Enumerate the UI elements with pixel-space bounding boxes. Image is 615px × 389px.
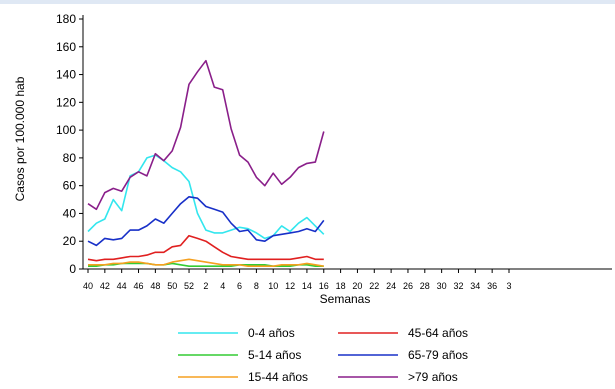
x-tick-label: 3: [506, 281, 511, 291]
y-tick-label: 80: [63, 151, 77, 165]
x-tick-label: 24: [386, 281, 396, 291]
x-tick-label: 4: [220, 281, 225, 291]
x-tick-label: 14: [302, 281, 312, 291]
x-tick-label: 30: [437, 281, 447, 291]
x-tick-label: 18: [336, 281, 346, 291]
legend-label: 0-4 años: [248, 326, 295, 340]
series-line-1: [87, 154, 325, 240]
x-tick-label: 50: [167, 281, 177, 291]
y-tick-label: 0: [69, 262, 76, 276]
x-axis-label: Semanas: [320, 292, 371, 306]
x-tick-label: 34: [470, 281, 480, 291]
y-tick-label: 180: [56, 12, 76, 26]
x-tick-label: 28: [420, 281, 430, 291]
series-line-6: [87, 59, 325, 211]
y-tick-label: 160: [56, 40, 76, 54]
x-tick-label: 16: [319, 281, 329, 291]
x-tick-label: 8: [254, 281, 259, 291]
series-line-2: [88, 262, 324, 268]
legend-label: 5-14 años: [248, 348, 301, 362]
x-tick-label: 22: [369, 281, 379, 291]
series-line-5: [87, 196, 325, 247]
legend-label: 65-79 años: [408, 348, 468, 362]
x-tick-label: 36: [487, 281, 497, 291]
legend-label: >79 años: [408, 370, 458, 384]
legend-label: 15-44 años: [248, 370, 308, 384]
x-tick-label: 52: [184, 281, 194, 291]
top-band: [0, 0, 615, 4]
x-tick-label: 32: [453, 281, 463, 291]
y-tick-label: 100: [56, 123, 76, 137]
legend-label: 45-64 años: [408, 326, 468, 340]
series-line-3: [88, 258, 324, 268]
x-tick-label: 10: [268, 281, 278, 291]
x-tick-label: 26: [403, 281, 413, 291]
series-line-4: [87, 234, 324, 262]
x-tick-label: 40: [83, 281, 93, 291]
y-tick-label: 140: [56, 68, 76, 82]
y-tick-label: 40: [63, 206, 77, 220]
x-tick-label: 42: [100, 281, 110, 291]
x-tick-label: 2: [203, 281, 208, 291]
y-tick-label: 120: [56, 95, 76, 109]
x-tick-label: 12: [285, 281, 295, 291]
x-tick-label: 44: [117, 281, 127, 291]
x-tick-label: 48: [150, 281, 160, 291]
x-tick-label: 46: [134, 281, 144, 291]
y-axis-label: Casos por 100.000 hab: [13, 76, 27, 201]
x-tick-label: 6: [237, 281, 242, 291]
y-tick-label: 60: [63, 179, 77, 193]
y-tick-label: 20: [63, 234, 77, 248]
x-tick-label: 20: [352, 281, 362, 291]
